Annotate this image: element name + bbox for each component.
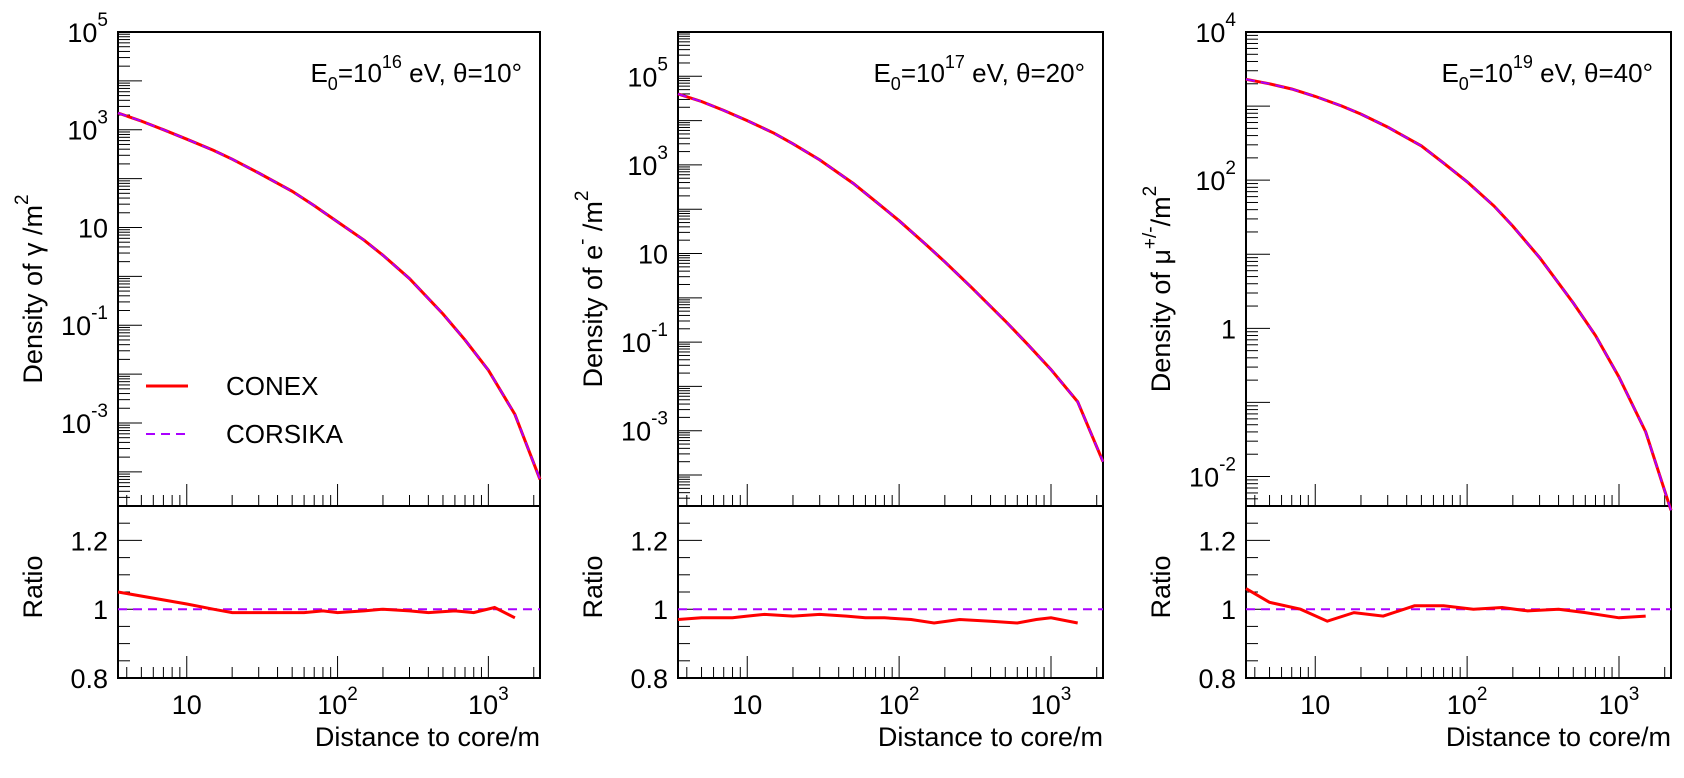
y-tick-label: 103	[67, 108, 108, 146]
series-line-corsika	[677, 92, 1104, 463]
x-tick-label: 10	[172, 690, 202, 720]
ratio-tick-label: 0.8	[1198, 664, 1236, 694]
ratio-axis-label: Ratio	[18, 555, 48, 618]
ratio-line	[117, 590, 516, 620]
series-line-corsika	[117, 112, 541, 480]
series-line-corsika	[1245, 78, 1672, 511]
ratio-tick-label: 1	[653, 595, 668, 625]
y-tick-label: 105	[67, 10, 108, 48]
series-line-conex	[677, 92, 1105, 463]
main-plot-frame	[1245, 31, 1672, 507]
x-tick-label: 103	[468, 684, 509, 720]
legend: CONEX CORSIKA	[146, 371, 344, 449]
ratio-line	[1245, 587, 1646, 623]
x-axis-label: Distance to core/m	[315, 722, 540, 752]
y-tick-label: 103	[627, 143, 668, 181]
y-tick-label: 102	[1195, 158, 1236, 196]
y-tick-label: 10	[78, 213, 108, 243]
ratio-line	[677, 612, 1078, 625]
y-tick-label: 10	[638, 240, 668, 270]
y-tick-label: 10-1	[61, 303, 108, 341]
y-tick-label: 105	[627, 54, 668, 92]
legend-label-corsika: CORSIKA	[226, 419, 344, 449]
y-tick-label: 10-3	[621, 409, 668, 447]
x-tick-label: 10	[1300, 690, 1330, 720]
x-tick-label: 102	[1447, 684, 1488, 720]
y-tick-label: 10-3	[61, 401, 108, 439]
x-tick-label: 103	[1599, 684, 1640, 720]
legend-label-conex: CONEX	[226, 371, 318, 401]
ratio-plot-frame	[1245, 505, 1672, 679]
ratio-tick-label: 0.8	[70, 664, 108, 694]
y-tick-label: 10-2	[1189, 455, 1236, 493]
y-tick-label: 10-1	[621, 320, 668, 358]
y-axis-label: Density of γ /m2	[12, 194, 48, 383]
main-plot-frame	[677, 31, 1104, 507]
ratio-axis-label: Ratio	[578, 555, 608, 618]
ratio-tick-label: 1	[93, 595, 108, 625]
energy-annotation: E0=1017 eV, θ=20°	[873, 52, 1085, 94]
energy-annotation: E0=1019 eV, θ=40°	[1441, 52, 1653, 94]
y-axis-label: Density of μ+/-/m2	[1140, 186, 1176, 392]
ratio-plot-frame	[677, 505, 1104, 679]
ratio-tick-label: 1.2	[70, 526, 108, 556]
ratio-tick-label: 1	[1221, 595, 1236, 625]
x-tick-label: 102	[317, 684, 358, 720]
ratio-axis-label: Ratio	[1146, 555, 1176, 618]
y-axis-label: Density of e- /m2	[572, 191, 608, 388]
x-axis-label: Distance to core/m	[878, 722, 1103, 752]
y-tick-label: 104	[1195, 10, 1236, 48]
energy-annotation: E0=1016 eV, θ=10°	[310, 52, 522, 94]
x-tick-label: 103	[1031, 684, 1072, 720]
y-tick-label: 1	[1221, 314, 1236, 344]
x-tick-label: 102	[879, 684, 920, 720]
x-axis-label: Distance to core/m	[1446, 722, 1671, 752]
ratio-tick-label: 0.8	[630, 664, 668, 694]
series-line-conex	[1245, 77, 1673, 511]
ratio-tick-label: 1.2	[630, 526, 668, 556]
x-tick-label: 10	[732, 690, 762, 720]
ratio-tick-label: 1.2	[1198, 526, 1236, 556]
ratio-plot-frame	[117, 505, 541, 679]
